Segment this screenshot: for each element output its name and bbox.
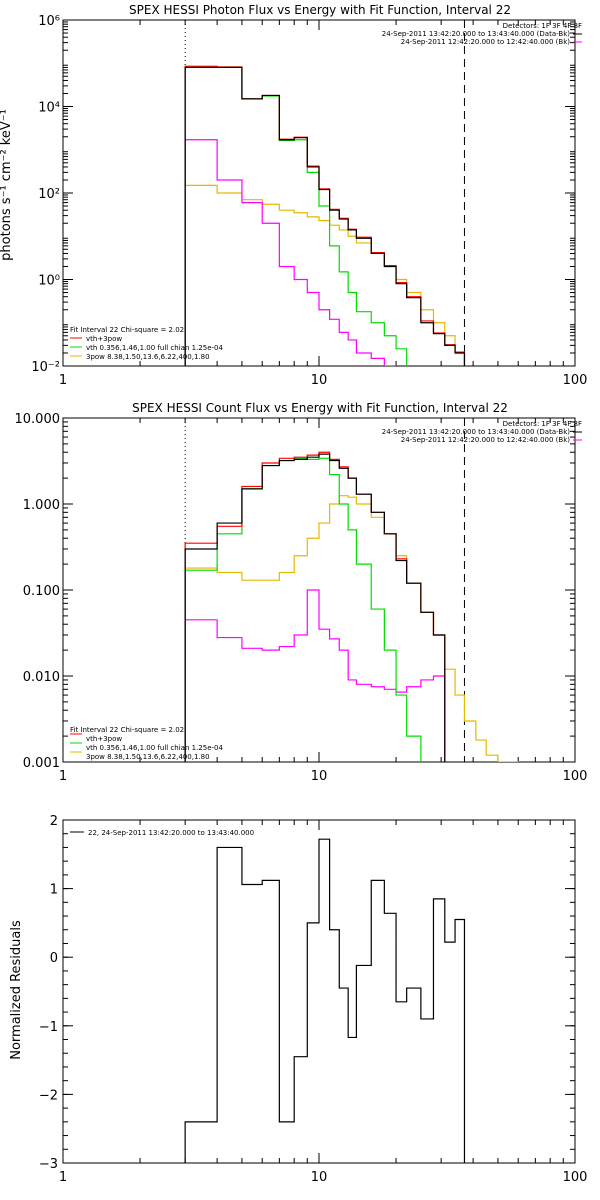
legend-vth-label: vth 0.356,1.46,1.00 full chian 1.25e-04: [86, 744, 224, 752]
series-line-1-24-sep-2011-12-42-20-000-to-12-4: [184, 589, 446, 762]
fit-info-label: Fit Interval 22 Chi-square = 2.02: [70, 326, 184, 334]
x-tick-label: 1: [59, 1170, 67, 1185]
detectors-label: Detectors: 1F 3F 4F 8F: [503, 420, 582, 428]
x-tick-label: 100: [563, 1170, 588, 1185]
y-tick-label: 10²: [38, 187, 60, 202]
series-line-4-3pow-8-38-1-50-13-6-6-22-400-1-8: [184, 495, 519, 762]
y-tick-label: 0.100: [23, 584, 60, 599]
count-flux-panel: SPEX HESSI Count Flux vs Energy with Fit…: [15, 401, 588, 784]
photon-flux-panel: SPEX HESSI Photon Flux vs Energy with Fi…: [0, 3, 588, 388]
y-tick-label: 10⁻²: [31, 360, 60, 375]
x-tick-label: 1: [59, 769, 67, 784]
y-tick-label: 0.001: [23, 756, 60, 771]
x-tick-label: 100: [563, 373, 588, 388]
legend-bk-label: 24-Sep-2011 12:42:20.000 to 12:42:40.000…: [401, 38, 571, 46]
x-tick-label: 100: [563, 769, 588, 784]
x-tick-label: 10: [311, 1170, 328, 1185]
y-tick-label: 0: [50, 951, 58, 966]
series-line-0-24-sep-2011-13-42-20-000-to-13-4: [184, 66, 466, 366]
legend-vth3pow-label: vth+3pow: [86, 335, 122, 343]
legend-3pow-label: 3pow 8.38,1.50,13.6,6.22,400,1.80: [86, 753, 210, 761]
legend-vth3pow-label: vth+3pow: [86, 735, 122, 743]
y-tick-label: 2: [50, 814, 58, 829]
y-tick-label: 1.000: [23, 498, 60, 513]
legend-residual-label: 22, 24-Sep-2011 13:42:20.000 to 13:43:40…: [88, 829, 254, 837]
legend-data-label: 24-Sep-2011 13:42:20.000 to 13:43:40.000…: [382, 428, 571, 436]
legend-vth-label: vth 0.356,1.46,1.00 full chian 1.25e-04: [86, 344, 224, 352]
y-tick-label: −2: [39, 1088, 58, 1103]
x-tick-label: 10: [311, 769, 328, 784]
x-tick-label: 1: [59, 373, 67, 388]
series-line-4-3pow-8-38-1-50-13-6-6-22-400-1-8: [184, 184, 466, 366]
y-tick-label: 10⁴: [38, 101, 60, 116]
x-tick-label: 10: [311, 373, 328, 388]
detectors-label: Detectors: 1F 3F 4F 8F: [503, 22, 582, 30]
panel-title: SPEX HESSI Count Flux vs Energy with Fit…: [132, 401, 508, 415]
series-line-2-vth-3pow: [184, 65, 466, 366]
y-tick-label: 10⁰: [38, 274, 60, 289]
legend-bk-label: 24-Sep-2011 12:42:20.000 to 12:42:40.000…: [401, 436, 571, 444]
fit-info-label: Fit Interval 22 Chi-square = 2.02: [70, 726, 184, 734]
series-line-0-22-24-sep-2011-13-42-20-000-to-1: [184, 838, 466, 1163]
residuals-panel: Normalized Residuals 22, 24-Sep-2011 13:…: [9, 814, 588, 1185]
y-tick-label: 1: [50, 883, 58, 898]
series-line-3-vth-0-356-1-46-1-00-full-chian-1: [184, 65, 408, 366]
panel-title: SPEX HESSI Photon Flux vs Energy with Fi…: [129, 3, 511, 17]
y-tick-label: −1: [39, 1020, 58, 1035]
y-tick-label: −3: [39, 1157, 58, 1172]
y-tick-label: 10⁶: [38, 14, 60, 29]
series-line-1-24-sep-2011-12-42-20-000-to-12-4: [184, 139, 397, 366]
y-tick-label: 10.000: [15, 412, 61, 427]
legend-3pow-label: 3pow 8.38,1.50,13.6,6.22,400,1.80: [86, 353, 210, 361]
y-axis-label: Normalized Residuals: [9, 920, 24, 1060]
series-line-0-24-sep-2011-13-42-20-000-to-13-4: [184, 453, 446, 762]
y-tick-label: 0.010: [23, 670, 60, 685]
series-line-2-vth-3pow: [184, 451, 446, 762]
legend-data-label: 24-Sep-2011 13:42:20.000 to 13:43:40.000…: [382, 30, 571, 38]
y-axis-label: photons s⁻¹ cm⁻² keV⁻¹: [0, 109, 14, 261]
